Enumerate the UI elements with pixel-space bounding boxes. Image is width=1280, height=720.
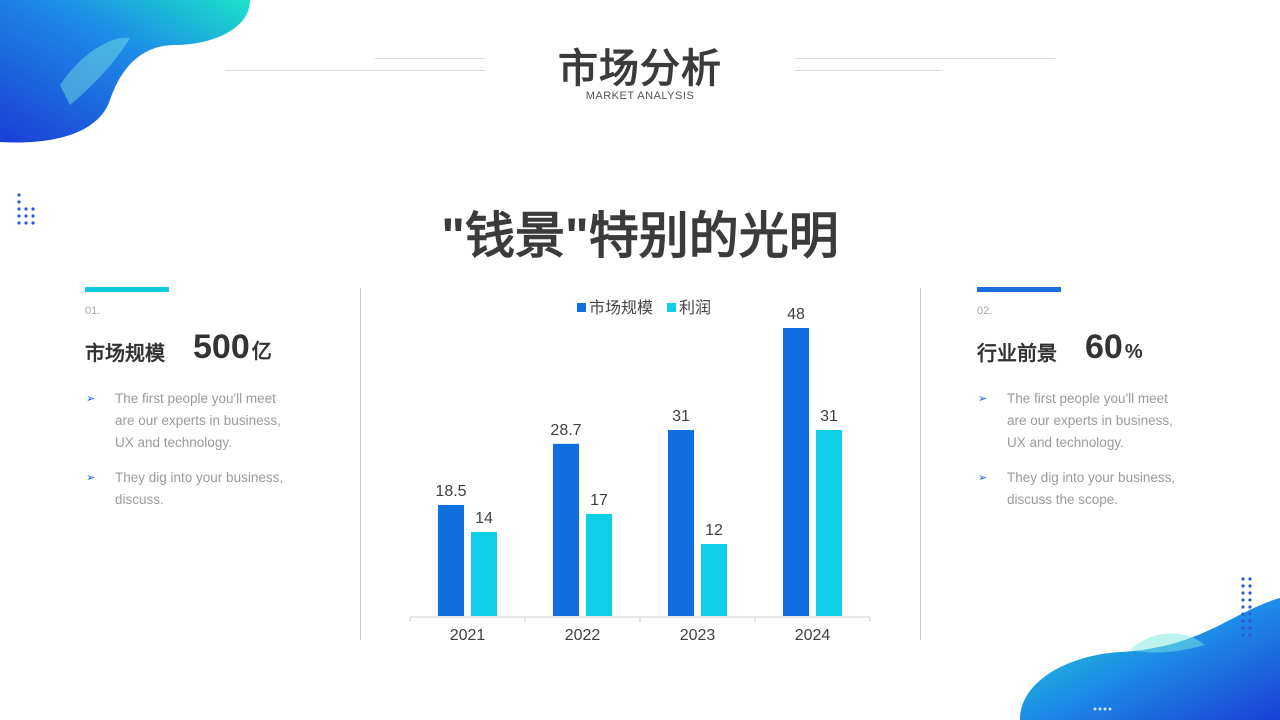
data-label-1-2024: 48: [787, 306, 805, 323]
bar-chart: 市场规模 利润 18.5 14 2021 28.7 17 2022 31 12 2023 48 31 20…: [409, 299, 871, 644]
bar-1-2023: [668, 430, 694, 616]
header-line-right-short: [795, 70, 942, 71]
right-bullet-2: They dig into your business, discuss the…: [1007, 467, 1175, 511]
bullet-arrow-icon: ➢: [978, 472, 988, 484]
data-label-1-2022: 28.7: [550, 422, 581, 439]
data-label-1-2021: 18.5: [435, 483, 466, 500]
right-bullet-2-line-1: They dig into your business,: [1007, 470, 1176, 485]
right-panel-value-number: 60: [1085, 328, 1123, 366]
header-line-left-long: [225, 70, 485, 71]
bar-1-2021: [438, 505, 464, 616]
left-bullet-2: They dig into your business, discuss.: [115, 467, 283, 511]
left-bullet-1: The first people you'll meet are our exp…: [115, 388, 281, 454]
bar-2-2021: [471, 532, 497, 616]
x-tick-label: 2024: [795, 627, 831, 644]
left-bullet-2-line-1: They dig into your business,: [115, 470, 284, 485]
headline: "钱景"特别的光明: [441, 208, 839, 264]
data-label-2-2021: 14: [475, 510, 493, 527]
header-line-left-short: [375, 58, 485, 59]
page-title: 市场分析: [558, 47, 722, 91]
x-tick-label: 2022: [565, 627, 601, 644]
bar-2-2022: [586, 514, 612, 616]
bar-2-2023: [701, 544, 727, 616]
right-panel-title: 行业前景: [977, 343, 1057, 365]
bar-2-2024: [816, 430, 842, 616]
data-label-2-2023: 12: [705, 522, 723, 539]
legend-swatch-2: [667, 303, 676, 312]
left-bullet-1-line-3: UX and technology.: [115, 435, 232, 450]
left-bullet-1-line-1: The first people you'll meet: [115, 391, 276, 406]
right-bullet-1-line-3: UX and technology.: [1007, 435, 1124, 450]
bullet-arrow-icon: ➢: [86, 472, 96, 484]
right-bullet-1-line-2: are our experts in business,: [1007, 413, 1173, 428]
wave-decoration-top-left: [0, 0, 250, 143]
right-bullet-2-line-2: discuss the scope.: [1007, 492, 1119, 507]
x-tick-label: 2021: [450, 627, 486, 644]
right-panel-value-unit: %: [1124, 341, 1143, 363]
right-accent-bar: [977, 287, 1061, 292]
header-line-right-long: [795, 58, 1055, 59]
bullet-arrow-icon: ➢: [86, 393, 96, 405]
legend-swatch-1: [577, 303, 586, 312]
left-bullet-1-line-2: are our experts in business,: [115, 413, 281, 428]
data-label-2-2022: 17: [590, 492, 608, 509]
left-panel-value: 500 亿: [193, 328, 272, 367]
divider-left: [360, 288, 361, 640]
data-label-1-2023: 31: [672, 408, 690, 425]
left-panel-value-unit: 亿: [251, 341, 272, 363]
page-subtitle: MARKET ANALYSIS: [585, 90, 695, 102]
left-panel-number: 01.: [85, 305, 101, 317]
wave-decoration-bottom-right: [1020, 598, 1280, 720]
left-panel-value-number: 500: [193, 328, 250, 366]
right-panel-value: 60%: [1085, 328, 1143, 367]
right-bullet-1-line-1: The first people you'll meet: [1007, 391, 1168, 406]
bullet-arrow-icon: ➢: [978, 393, 988, 405]
bar-1-2022: [553, 443, 579, 616]
left-bullet-2-line-2: discuss.: [115, 492, 164, 507]
bar-1-2024: [783, 328, 809, 616]
right-panel-number: 02.: [977, 305, 993, 317]
left-panel-title: 市场规模: [85, 343, 165, 365]
legend-label-1: 市场规模: [589, 299, 653, 317]
dot-grid-decoration-right: [1241, 577, 1252, 637]
divider-right: [920, 288, 921, 640]
dot-grid-decoration-left: [17, 193, 35, 225]
right-bullet-1: The first people you'll meet are our exp…: [1007, 388, 1173, 454]
legend-label-2: 利润: [679, 299, 711, 317]
left-accent-bar: [85, 287, 169, 292]
data-label-2-2024: 31: [820, 408, 838, 425]
x-tick-label: 2023: [680, 627, 716, 644]
